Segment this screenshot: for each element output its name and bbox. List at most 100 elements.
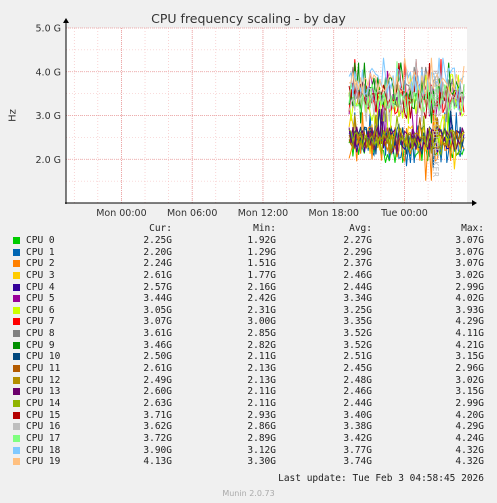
legend-max-value: 4.20G	[455, 409, 484, 421]
legend-min-value: 2.16G	[247, 281, 276, 293]
legend-max-value: 2.96G	[455, 363, 484, 375]
series-line-cpu-11	[348, 117, 465, 156]
legend-swatch	[13, 411, 20, 419]
legend-min-value: 2.82G	[247, 339, 276, 351]
series-lines	[348, 57, 465, 181]
series-line-cpu-1	[348, 112, 465, 168]
legend-series-name: CPU 12	[26, 374, 61, 386]
legend-max-value: 3.93G	[455, 304, 484, 316]
legend-cur-value: 3.72G	[143, 432, 172, 444]
footer: Munin 2.0.73	[222, 489, 275, 498]
legend-cur-value: 4.13G	[143, 456, 172, 468]
legend-min-value: 2.13G	[247, 374, 276, 386]
legend-max-value: 2.99G	[455, 281, 484, 293]
legend-swatch	[13, 271, 20, 279]
legend-avg-value: 2.27G	[343, 235, 372, 246]
legend-min-value: 2.31G	[247, 304, 276, 316]
series-line-cpu-2	[348, 112, 465, 181]
legend-row: CPU 6 3.05G 2.31G 3.25G 3.93G	[0, 305, 497, 317]
series-line-cpu-15	[348, 62, 465, 119]
legend-series-name: CPU 14	[26, 397, 61, 409]
series-line-cpu-10	[348, 108, 465, 155]
legend-series-name: CPU 17	[26, 432, 61, 444]
y-axis-arrow	[63, 18, 69, 23]
x-tick-label: Mon 18:00	[309, 208, 359, 219]
legend-row: CPU 9 3.46G 2.82G 3.52G 4.21G	[0, 340, 497, 352]
tick-labels: 5.0 G 4.0 G 3.0 G 2.0 G Mon 00:00 Mon 06:00 Mo…	[36, 24, 428, 220]
legend-series-name: CPU 1	[26, 246, 55, 258]
legend-min-value: 1.77G	[247, 269, 276, 281]
legend-avg-value: 2.37G	[343, 258, 372, 270]
legend-row: CPU 15 3.71G 2.93G 3.40G 4.20G	[0, 410, 497, 422]
legend-swatch	[13, 330, 20, 338]
x-tick-label: Mon 06:00	[167, 208, 217, 219]
legend-row: CPU 3 2.61G 1.77G 2.46G 3.02G	[0, 270, 497, 282]
legend-swatch	[13, 458, 20, 466]
legend-cur-value: 2.57G	[143, 281, 172, 293]
y-tick-label: 5.0 G	[36, 24, 62, 35]
legend-min-value: 2.93G	[247, 409, 276, 421]
legend-min-value: 2.42G	[247, 293, 276, 305]
legend-row: CPU 10 2.50G 2.11G 2.51G 3.15G	[0, 351, 497, 363]
rrdtool-credit: RRDTOOL / TOBI OETIKER	[431, 70, 440, 178]
legend-row: CPU 19 4.13G 3.30G 3.74G 4.32G	[0, 456, 497, 468]
legend-max-value: 4.11G	[455, 328, 484, 340]
legend-cur-value: 3.46G	[143, 339, 172, 351]
legend-row: CPU 16 3.62G 2.86G 3.38G 4.29G	[0, 421, 497, 433]
series-line-cpu-13	[348, 108, 465, 155]
legend-min-value: 2.11G	[247, 351, 276, 363]
legend-avg-value: 3.25G	[343, 304, 372, 316]
legend-cur-value: 3.61G	[143, 328, 172, 340]
legend-avg-value: 2.44G	[343, 397, 372, 409]
legend-avg-value: 3.35G	[343, 316, 372, 328]
legend-min-value: 2.86G	[247, 421, 276, 433]
legend-swatch	[13, 248, 20, 256]
legend-min-value: 2.11G	[247, 386, 276, 398]
legend-series-name: CPU 8	[26, 328, 55, 340]
legend-swatch	[13, 341, 20, 349]
legend-row: CPU 13 2.60G 2.11G 2.46G 3.15G	[0, 386, 497, 398]
legend-max-value: 4.32G	[455, 444, 484, 456]
legend-cur-value: 2.49G	[143, 374, 172, 386]
legend-cur-value: 2.50G	[143, 351, 172, 363]
legend-max-value: 3.02G	[455, 374, 484, 386]
legend-series-name: CPU 6	[26, 304, 55, 316]
legend-max-value: 4.21G	[455, 339, 484, 351]
legend-min-value: 3.30G	[247, 456, 276, 468]
legend-avg-value: 3.74G	[343, 456, 372, 468]
legend-swatch	[13, 446, 20, 454]
x-axis-arrow	[472, 200, 477, 206]
legend-min-value: 2.85G	[247, 328, 276, 340]
legend-swatch	[13, 353, 20, 361]
legend-swatch	[13, 237, 20, 244]
legend-row: CPU 7 3.07G 3.00G 3.35G 4.29G	[0, 316, 497, 328]
legend-cur-value: 2.24G	[143, 258, 172, 270]
legend-max-value: 4.32G	[455, 456, 484, 468]
legend-avg-value: 2.44G	[343, 281, 372, 293]
legend-min-value: 3.00G	[247, 316, 276, 328]
legend-series-name: CPU 18	[26, 444, 61, 456]
legend-max-value: 4.29G	[455, 421, 484, 433]
legend-swatch	[13, 260, 20, 268]
legend-max-value: 3.07G	[455, 235, 484, 246]
legend-row: CPU 14 2.63G 2.11G 2.44G 2.99G	[0, 398, 497, 410]
legend-cur-value: 2.60G	[143, 386, 172, 398]
legend-cur-value: 2.25G	[143, 235, 172, 246]
legend-col-min: Min:	[253, 223, 276, 234]
legend-swatch	[13, 295, 20, 303]
y-tick-label: 3.0 G	[36, 111, 62, 122]
x-tick-label: Mon 12:00	[238, 208, 288, 219]
legend-col-max: Max:	[461, 223, 484, 234]
legend-avg-value: 3.40G	[343, 409, 372, 421]
legend-col-cur: Cur:	[149, 223, 172, 234]
legend-min-value: 2.13G	[247, 363, 276, 375]
legend-avg-value: 3.34G	[343, 293, 372, 305]
legend-swatch	[13, 388, 20, 396]
legend-min-value: 1.51G	[247, 258, 276, 270]
legend-avg-value: 2.29G	[343, 246, 372, 258]
legend-row: CPU 18 3.90G 3.12G 3.77G 4.32G	[0, 445, 497, 457]
legend: CPU 0 2.25G 1.92G 2.27G 3.07G CPU 1 2.20G 1.29G…	[0, 235, 497, 468]
legend-max-value: 3.15G	[455, 386, 484, 398]
legend-max-value: 4.29G	[455, 316, 484, 328]
legend-avg-value: 2.51G	[343, 351, 372, 363]
